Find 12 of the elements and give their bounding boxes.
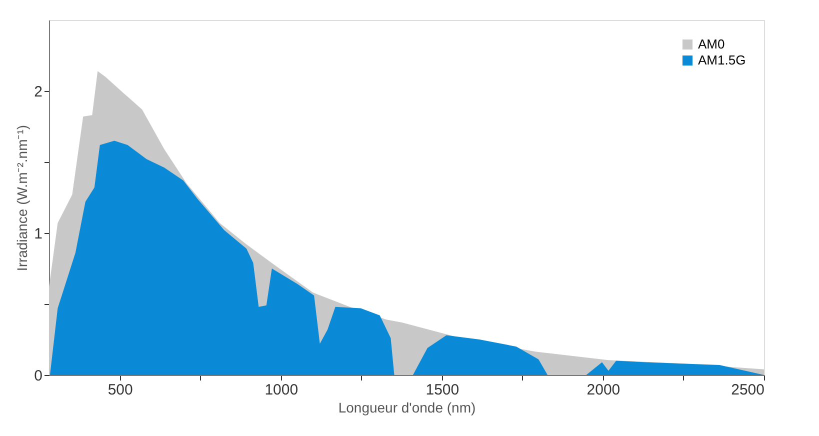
x-tick-label: 2000: [586, 382, 620, 398]
x-tick-label: 1500: [426, 382, 460, 398]
y-tick-label: 2: [34, 84, 42, 100]
y-axis-title: Irradiance (W.m⁻².nm⁻¹): [14, 124, 30, 272]
x-tick-label: 500: [108, 382, 133, 398]
y-tick-label: 1: [34, 226, 42, 242]
x-axis-title: Longueur d'onde (nm): [338, 400, 476, 416]
y-tick-label: 0: [34, 368, 42, 384]
legend-label: AM1.5G: [698, 52, 746, 68]
x-tick-label: 2500: [731, 382, 764, 398]
legend-label: AM0: [698, 36, 725, 52]
x-tick-label: 1000: [264, 382, 298, 398]
